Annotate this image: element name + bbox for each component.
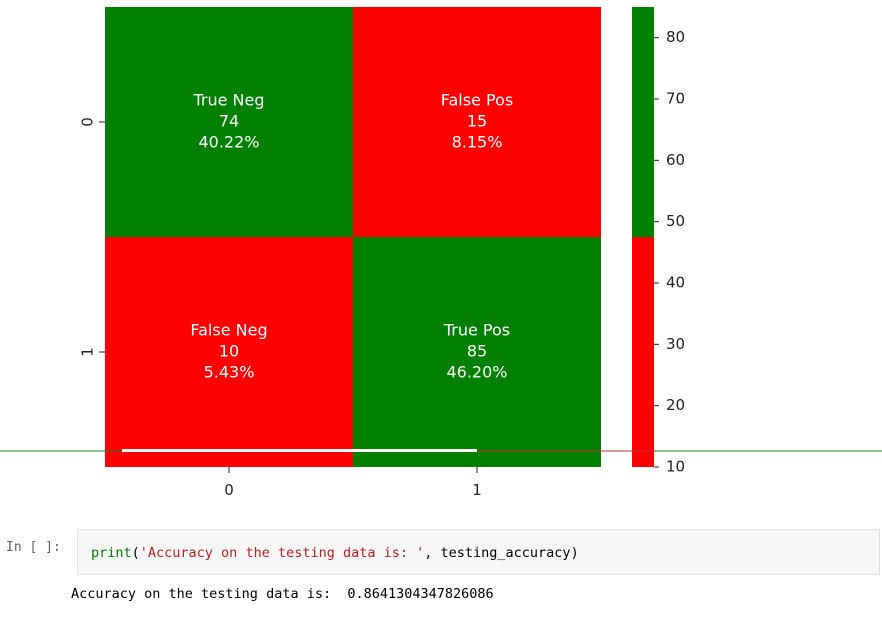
cell-percent-label: 46.20%	[446, 363, 507, 382]
code-builtin: print	[91, 545, 132, 561]
code-line[interactable]: print('Accuracy on the testing data is: …	[91, 545, 579, 561]
y-tick-label: 1	[79, 347, 97, 357]
colorbar-segment	[632, 237, 654, 467]
render-artifact-lines	[0, 449, 882, 452]
y-tick-label: 0	[79, 117, 97, 127]
heatmap-cell	[105, 237, 353, 467]
colorbar-tick-label: 50	[666, 212, 685, 230]
cell-prompt: In [ ]:	[6, 540, 61, 555]
colorbar-segment	[632, 7, 654, 237]
cell-count-label: 85	[467, 342, 487, 361]
code-open-paren: (	[131, 545, 140, 561]
heatmap-cell-labels: True Neg 74 40.22% False Pos 15 8.15% False Ne…	[190, 91, 513, 382]
cell-output: Accuracy on the testing data is: 0.86413…	[71, 586, 494, 602]
heatmap-cells	[105, 7, 601, 467]
cell-group-label: False Pos	[441, 91, 513, 110]
divider-gap	[122, 449, 477, 452]
colorbar-tick-label: 30	[666, 335, 685, 353]
cell-group-label: False Neg	[190, 321, 267, 340]
x-tick-label: 0	[224, 481, 234, 499]
code-args: , testing_accuracy	[424, 545, 571, 561]
heatmap-axes: 0 101	[79, 117, 482, 499]
heatmap-cell	[105, 7, 353, 237]
colorbar-tick-label: 10	[666, 458, 685, 476]
colorbar: 10 20 30 40 50 60 70 80	[632, 7, 685, 476]
colorbar-tick-label: 80	[666, 28, 685, 46]
colorbar-tick-label: 60	[666, 151, 685, 169]
colorbar-tick-label: 20	[666, 396, 685, 414]
cell-group-label: True Pos	[443, 321, 510, 340]
cell-percent-label: 5.43%	[204, 363, 255, 382]
heatmap-cell	[353, 7, 601, 237]
code-cell[interactable]: print('Accuracy on the testing data is: …	[77, 529, 880, 575]
cell-count-label: 15	[467, 112, 487, 131]
code-close-paren: )	[570, 545, 579, 561]
cell-count-label: 74	[219, 112, 239, 131]
colorbar-tick-label: 40	[666, 274, 685, 292]
cell-percent-label: 40.22%	[198, 133, 259, 152]
cell-count-label: 10	[219, 342, 239, 361]
confusion-matrix-heatmap: True Neg 74 40.22% False Pos 15 8.15% False Ne…	[0, 7, 882, 499]
x-tick-label: 1	[472, 481, 482, 499]
cell-percent-label: 8.15%	[452, 133, 503, 152]
heatmap-cell	[353, 237, 601, 467]
colorbar-tick-label: 70	[666, 90, 685, 108]
cell-group-label: True Neg	[192, 91, 264, 110]
code-string: 'Accuracy on the testing data is: '	[139, 545, 425, 561]
